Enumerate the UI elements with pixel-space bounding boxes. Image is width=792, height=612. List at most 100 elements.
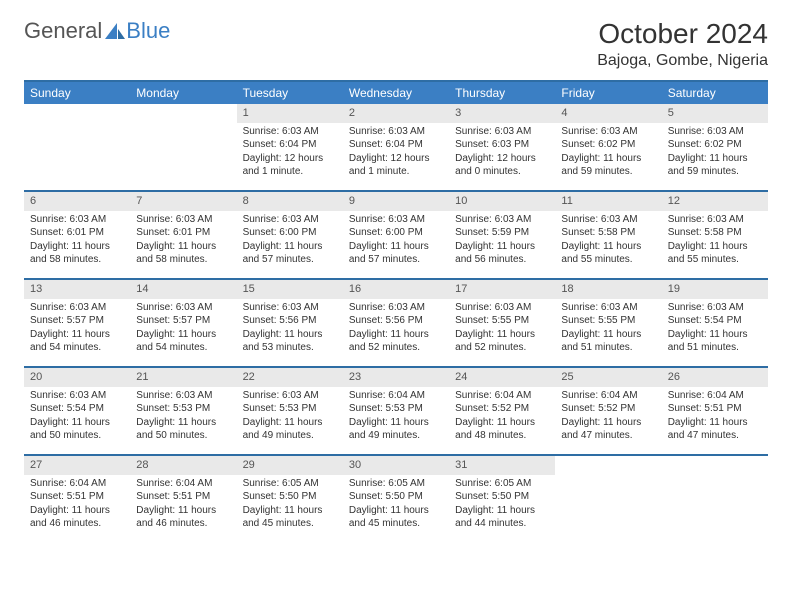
day-number: 17 [449,280,555,299]
calendar-cell: 29 Sunrise: 6:05 AMSunset: 5:50 PMDayligh… [237,456,343,542]
sunrise-line: Sunrise: 6:04 AM [349,389,443,403]
calendar-week: 20Sunrise: 6:03 AMSunset: 5:54 PMDayligh… [24,366,768,454]
day-number: 28 [130,456,236,475]
sunset-line: Sunset: 5:50 PM [243,490,337,504]
weekday-header: Thursday [449,82,555,104]
calendar-cell: 16Sunrise: 6:03 AMSunset: 5:56 PMDayligh… [343,280,449,366]
day-number: 20 [24,368,130,387]
cell-body: Sunrise: 6:03 AMSunset: 6:01 PMDaylight:… [130,211,236,271]
daylight-line: Daylight: 11 hours and 59 minutes. [561,152,655,179]
sunset-line: Sunset: 6:04 PM [349,138,443,152]
day-number: 14 [130,280,236,299]
sunset-line: Sunset: 6:00 PM [243,226,337,240]
day-number: 4 [555,104,661,123]
day-number: 16 [343,280,449,299]
daylight-line: Daylight: 11 hours and 50 minutes. [30,416,124,443]
sunset-line: Sunset: 5:52 PM [455,402,549,416]
sunset-line: Sunset: 6:00 PM [349,226,443,240]
daylight-line: Daylight: 11 hours and 48 minutes. [455,416,549,443]
sunrise-line: Sunrise: 6:03 AM [561,125,655,139]
day-number: 21 [130,368,236,387]
calendar-cell: 30Sunrise: 6:05 AMSunset: 5:50 PMDayligh… [343,456,449,542]
sunrise-line: Sunrise: 6:03 AM [30,389,124,403]
calendar-week: 13Sunrise: 6:03 AMSunset: 5:57 PMDayligh… [24,278,768,366]
calendar-cell: 23Sunrise: 6:04 AMSunset: 5:53 PMDayligh… [343,368,449,454]
calendar-cell: 12Sunrise: 6:03 AMSunset: 5:58 PMDayligh… [662,192,768,278]
day-number: 3 [449,104,555,123]
daylight-line: Daylight: 11 hours and 51 minutes. [668,328,762,355]
day-number: 10 [449,192,555,211]
sunset-line: Sunset: 6:04 PM [243,138,337,152]
calendar-cell: 10Sunrise: 6:03 AMSunset: 5:59 PMDayligh… [449,192,555,278]
sunset-line: Sunset: 5:53 PM [349,402,443,416]
day-number: 29 [237,456,343,475]
daylight-line: Daylight: 11 hours and 58 minutes. [30,240,124,267]
cell-body: Sunrise: 6:04 AMSunset: 5:52 PMDaylight:… [449,387,555,447]
cell-body: Sunrise: 6:04 AMSunset: 5:51 PMDaylight:… [24,475,130,535]
cell-body: Sunrise: 6:03 AMSunset: 5:56 PMDaylight:… [237,299,343,359]
cell-body: Sunrise: 6:03 AMSunset: 5:55 PMDaylight:… [555,299,661,359]
day-number [555,456,661,475]
daylight-line: Daylight: 12 hours and 0 minutes. [455,152,549,179]
daylight-line: Daylight: 11 hours and 46 minutes. [30,504,124,531]
daylight-line: Daylight: 11 hours and 45 minutes. [243,504,337,531]
calendar-cell: 27Sunrise: 6:04 AMSunset: 5:51 PMDayligh… [24,456,130,542]
sunset-line: Sunset: 5:53 PM [243,402,337,416]
calendar-cell: 24Sunrise: 6:04 AMSunset: 5:52 PMDayligh… [449,368,555,454]
calendar-cell [662,456,768,542]
day-number: 8 [237,192,343,211]
calendar-week: 1Sunrise: 6:03 AMSunset: 6:04 PMDaylight… [24,104,768,190]
day-number: 25 [555,368,661,387]
sunrise-line: Sunrise: 6:04 AM [561,389,655,403]
sunset-line: Sunset: 5:56 PM [349,314,443,328]
sunrise-line: Sunrise: 6:03 AM [455,301,549,315]
cell-body: Sunrise: 6:03 AMSunset: 5:57 PMDaylight:… [24,299,130,359]
day-number: 9 [343,192,449,211]
sunrise-line: Sunrise: 6:03 AM [136,213,230,227]
calendar-cell: 19Sunrise: 6:03 AMSunset: 5:54 PMDayligh… [662,280,768,366]
sunrise-line: Sunrise: 6:05 AM [243,477,337,491]
day-number: 19 [662,280,768,299]
cell-body: Sunrise: 6:03 AMSunset: 6:01 PMDaylight:… [24,211,130,271]
day-number: 22 [237,368,343,387]
sunrise-line: Sunrise: 6:03 AM [455,213,549,227]
daylight-line: Daylight: 11 hours and 56 minutes. [455,240,549,267]
day-number: 5 [662,104,768,123]
sunrise-line: Sunrise: 6:03 AM [243,301,337,315]
sunrise-line: Sunrise: 6:03 AM [668,213,762,227]
sunset-line: Sunset: 6:01 PM [136,226,230,240]
cell-body: Sunrise: 6:03 AMSunset: 5:54 PMDaylight:… [24,387,130,447]
calendar-cell: 25Sunrise: 6:04 AMSunset: 5:52 PMDayligh… [555,368,661,454]
sunrise-line: Sunrise: 6:04 AM [668,389,762,403]
calendar-cell: 18Sunrise: 6:03 AMSunset: 5:55 PMDayligh… [555,280,661,366]
title-block: October 2024 Bajoga, Gombe, Nigeria [597,18,768,70]
calendar-cell: 7Sunrise: 6:03 AMSunset: 6:01 PMDaylight… [130,192,236,278]
sunrise-line: Sunrise: 6:03 AM [668,125,762,139]
cell-body: Sunrise: 6:03 AMSunset: 5:57 PMDaylight:… [130,299,236,359]
daylight-line: Daylight: 11 hours and 59 minutes. [668,152,762,179]
cell-body: Sunrise: 6:03 AMSunset: 5:54 PMDaylight:… [662,299,768,359]
calendar-cell: 14Sunrise: 6:03 AMSunset: 5:57 PMDayligh… [130,280,236,366]
logo-sail-icon [104,22,126,40]
daylight-line: Daylight: 11 hours and 58 minutes. [136,240,230,267]
calendar-cell: 31Sunrise: 6:05 AMSunset: 5:50 PMDayligh… [449,456,555,542]
sunrise-line: Sunrise: 6:03 AM [30,213,124,227]
header: General Blue October 2024 Bajoga, Gombe,… [24,18,768,70]
calendar-cell: 6Sunrise: 6:03 AMSunset: 6:01 PMDaylight… [24,192,130,278]
sunset-line: Sunset: 5:56 PM [243,314,337,328]
daylight-line: Daylight: 11 hours and 54 minutes. [30,328,124,355]
sunset-line: Sunset: 6:02 PM [668,138,762,152]
calendar-cell: 28Sunrise: 6:04 AMSunset: 5:51 PMDayligh… [130,456,236,542]
sunset-line: Sunset: 6:02 PM [561,138,655,152]
cell-body: Sunrise: 6:03 AMSunset: 5:53 PMDaylight:… [130,387,236,447]
sunset-line: Sunset: 5:55 PM [561,314,655,328]
cell-body: Sunrise: 6:03 AMSunset: 6:02 PMDaylight:… [662,123,768,183]
weekday-header: Wednesday [343,82,449,104]
daylight-line: Daylight: 12 hours and 1 minute. [349,152,443,179]
daylight-line: Daylight: 11 hours and 52 minutes. [455,328,549,355]
sunset-line: Sunset: 5:53 PM [136,402,230,416]
calendar-cell: 3Sunrise: 6:03 AMSunset: 6:03 PMDaylight… [449,104,555,190]
sunrise-line: Sunrise: 6:03 AM [136,301,230,315]
cell-body: Sunrise: 6:03 AMSunset: 5:53 PMDaylight:… [237,387,343,447]
day-number: 18 [555,280,661,299]
